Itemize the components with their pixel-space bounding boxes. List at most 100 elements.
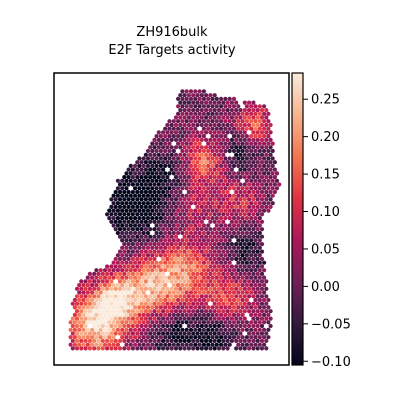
spot — [115, 268, 120, 273]
spot — [214, 208, 219, 213]
spot — [195, 249, 200, 254]
spot — [165, 264, 170, 269]
spot — [161, 227, 166, 232]
spot — [150, 290, 155, 295]
colorbar-tick-label: 0.15 — [311, 168, 340, 183]
spot — [242, 294, 247, 299]
spot — [115, 178, 120, 183]
spot — [85, 312, 90, 317]
spot — [173, 294, 179, 299]
spot — [180, 134, 185, 139]
spot — [247, 182, 252, 187]
spot — [236, 104, 241, 109]
spot — [180, 290, 185, 295]
spot — [242, 227, 247, 232]
spot — [199, 204, 204, 209]
spot — [193, 119, 198, 124]
spot — [212, 175, 217, 180]
spot — [126, 219, 131, 224]
spot — [171, 320, 176, 325]
spot — [158, 148, 163, 154]
spot — [231, 186, 237, 191]
spot — [199, 338, 204, 343]
spot — [247, 286, 252, 291]
spot — [139, 294, 144, 299]
spot — [227, 216, 232, 221]
spot — [117, 212, 123, 217]
spot — [223, 163, 228, 168]
spot — [85, 290, 90, 295]
spot — [135, 167, 140, 172]
spot — [257, 171, 262, 176]
spot — [152, 309, 157, 314]
spot — [227, 141, 232, 146]
spot — [255, 301, 260, 306]
spot — [150, 253, 155, 258]
spot — [249, 327, 254, 332]
spot — [234, 130, 239, 135]
spot — [221, 122, 226, 128]
spot — [173, 122, 179, 128]
spot — [126, 286, 131, 291]
spot — [227, 193, 232, 198]
spot — [182, 249, 187, 254]
spot — [141, 305, 146, 310]
spot — [152, 323, 157, 329]
spot — [236, 134, 241, 139]
spot — [191, 286, 196, 291]
spot — [229, 108, 234, 113]
spot — [188, 245, 194, 250]
spot — [208, 219, 213, 224]
spot — [262, 186, 267, 191]
spot — [184, 163, 189, 168]
spot — [87, 286, 92, 291]
spot — [154, 297, 159, 303]
spot — [219, 126, 224, 131]
spot — [236, 193, 241, 198]
spot — [238, 242, 243, 247]
spot — [122, 175, 127, 180]
spot — [126, 331, 131, 336]
spot — [161, 286, 166, 291]
spot — [210, 320, 215, 325]
spot — [182, 197, 187, 202]
spot — [253, 171, 258, 176]
spot — [184, 141, 189, 146]
spot — [195, 189, 200, 195]
spot — [171, 134, 176, 139]
spot — [150, 245, 155, 250]
spot — [255, 234, 260, 239]
spot — [154, 283, 159, 288]
spot — [137, 275, 142, 280]
spot — [83, 346, 88, 351]
spot — [79, 294, 84, 299]
spot — [247, 175, 252, 180]
spot — [201, 126, 206, 131]
spot — [124, 171, 129, 176]
spot — [130, 175, 135, 180]
spot — [264, 189, 269, 195]
spot — [143, 182, 148, 187]
spot — [117, 234, 123, 239]
spot — [178, 182, 183, 187]
spot — [204, 160, 209, 165]
spot — [223, 260, 228, 265]
spot — [221, 137, 226, 142]
spot — [171, 186, 176, 191]
spot — [148, 219, 153, 224]
spot — [253, 186, 258, 191]
spot — [154, 342, 159, 347]
spot — [259, 175, 265, 180]
spot — [182, 219, 187, 224]
spot — [201, 216, 206, 221]
spot — [225, 279, 230, 284]
spot — [227, 260, 232, 265]
spot — [216, 346, 222, 351]
spot — [219, 245, 224, 250]
spot — [251, 100, 256, 105]
spot — [191, 152, 196, 157]
spot — [195, 160, 200, 165]
spot — [229, 145, 234, 150]
spot — [141, 342, 146, 347]
spot — [242, 182, 247, 187]
